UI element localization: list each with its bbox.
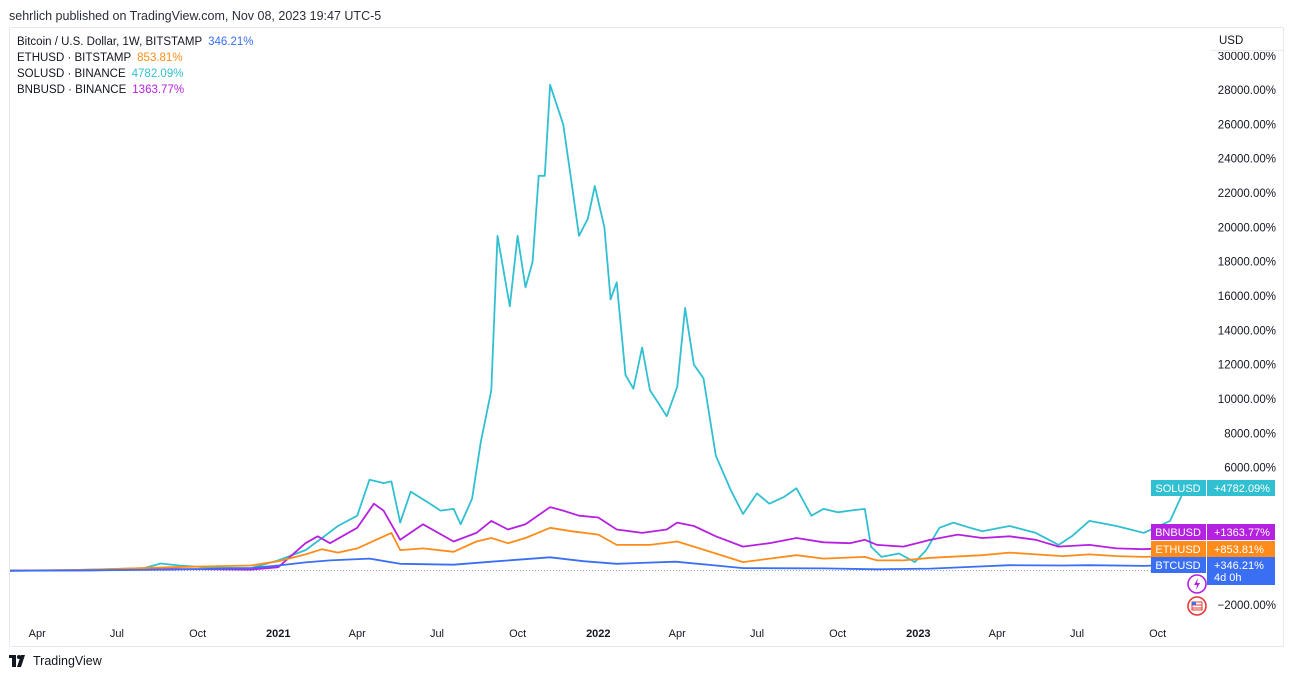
legend-row-eth[interactable]: ETHUSD · BITSTAMP 853.81% xyxy=(17,50,254,66)
y-tick-label: 16000.00% xyxy=(1218,291,1276,303)
x-tick-label: Jul xyxy=(1070,628,1084,640)
y-tick-label: 18000.00% xyxy=(1218,257,1276,269)
y-tick-label: 6000.00% xyxy=(1224,463,1276,475)
y-tick-label-partial: 30000.00% xyxy=(1218,51,1276,63)
legend-pct: 4782.09% xyxy=(131,68,184,80)
legend-row-sol[interactable]: SOLUSD · BINANCE 4782.09% xyxy=(17,66,254,82)
y-tick-label: 24000.00% xyxy=(1218,154,1276,166)
legend: Bitcoin / U.S. Dollar, 1W, BITSTAMP 346.2… xyxy=(17,34,254,98)
y-tick-label: −2000.00% xyxy=(1217,600,1276,612)
y-tick-label: 12000.00% xyxy=(1218,360,1276,372)
legend-pct: 346.21% xyxy=(208,36,254,48)
y-tick-label: 26000.00% xyxy=(1218,119,1276,131)
legend-label: Bitcoin / U.S. Dollar, 1W, BITSTAMP xyxy=(17,36,203,48)
tradingview-logo-icon xyxy=(9,655,25,667)
price-badge-value: +1363.77% xyxy=(1214,527,1270,539)
y-tick-label: 14000.00% xyxy=(1218,325,1276,337)
legend-pct: 1363.77% xyxy=(132,84,185,96)
y-tick-label: 8000.00% xyxy=(1224,428,1276,440)
x-tick-label: 2021 xyxy=(266,628,290,640)
y-tick-label: 20000.00% xyxy=(1218,222,1276,234)
axis-icons xyxy=(1187,574,1207,616)
x-tick-label: Apr xyxy=(989,628,1006,640)
legend-label: ETHUSD · BITSTAMP xyxy=(17,52,132,64)
price-badge-btcusd[interactable]: BTCUSD +346.21%4d 0h xyxy=(1151,557,1275,585)
price-badge-bnbusd[interactable]: BNBUSD +1363.77% xyxy=(1151,524,1275,540)
series-line-btcusd[interactable] xyxy=(9,556,1185,572)
y-tick-label: 22000.00% xyxy=(1218,188,1276,200)
legend-row-btc[interactable]: Bitcoin / U.S. Dollar, 1W, BITSTAMP 346.2… xyxy=(17,34,254,50)
price-badges: SOLUSD +4782.09% BNBUSD +1363.77% ETHUSD +853… xyxy=(1151,480,1275,585)
x-tick-label: Apr xyxy=(349,628,366,640)
lightning-icon[interactable] xyxy=(1187,574,1207,594)
legend-label: SOLUSD · BINANCE xyxy=(17,68,126,80)
x-tick-label: Oct xyxy=(189,628,206,640)
x-tick-label: 2022 xyxy=(586,628,610,640)
x-tick-label: Apr xyxy=(669,628,686,640)
price-badge-name: SOLUSD xyxy=(1155,483,1200,495)
currency-label[interactable]: USD xyxy=(1211,31,1283,51)
series-line-bnbusd[interactable] xyxy=(9,502,1185,572)
price-badge-value: +346.21% xyxy=(1214,560,1264,572)
price-badge-value: +853.81% xyxy=(1214,544,1264,556)
price-badge-value: +4782.09% xyxy=(1214,483,1270,495)
x-tick-label: 2023 xyxy=(906,628,930,640)
legend-pct: 853.81% xyxy=(137,52,183,64)
legend-row-bnb[interactable]: BNBUSD · BINANCE 1363.77% xyxy=(17,82,254,98)
price-badge-name: BTCUSD xyxy=(1155,560,1200,572)
x-tick-label: Jul xyxy=(750,628,764,640)
tradingview-logo[interactable]: TradingView xyxy=(9,654,102,668)
price-badge-countdown: 4d 0h xyxy=(1214,572,1242,584)
price-badge-name: BNBUSD xyxy=(1155,527,1201,539)
x-tick-label: Oct xyxy=(829,628,846,640)
tradingview-logo-text: TradingView xyxy=(33,654,102,668)
us-flag-event-icon[interactable] xyxy=(1187,596,1207,616)
y-tick-label: 10000.00% xyxy=(1218,394,1276,406)
price-badge-ethusd[interactable]: ETHUSD +853.81% xyxy=(1151,541,1275,557)
publish-header: sehrlich published on TradingView.com, N… xyxy=(9,9,382,23)
x-tick-label: Apr xyxy=(29,628,46,640)
series-line-solusd[interactable] xyxy=(9,83,1186,572)
price-badge-name: ETHUSD xyxy=(1155,544,1200,556)
price-badge-solusd[interactable]: SOLUSD +4782.09% xyxy=(1151,480,1275,496)
series-layer xyxy=(9,83,1186,572)
x-tick-label: Jul xyxy=(430,628,444,640)
x-tick-label: Oct xyxy=(509,628,526,640)
x-tick-label: Oct xyxy=(1149,628,1166,640)
x-tick-label: Jul xyxy=(110,628,124,640)
chart-frame xyxy=(9,27,1284,647)
x-axis: Apr Jul Oct 2021 Apr Jul Oct 2022 Apr Jul Oct 2023 A… xyxy=(29,628,1167,640)
series-line-ethusd[interactable] xyxy=(9,526,1185,572)
y-tick-label: 28000.00% xyxy=(1218,85,1276,97)
legend-label: BNBUSD · BINANCE xyxy=(17,84,127,96)
